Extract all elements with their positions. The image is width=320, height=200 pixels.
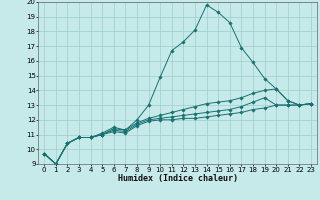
X-axis label: Humidex (Indice chaleur): Humidex (Indice chaleur) [118, 174, 238, 183]
